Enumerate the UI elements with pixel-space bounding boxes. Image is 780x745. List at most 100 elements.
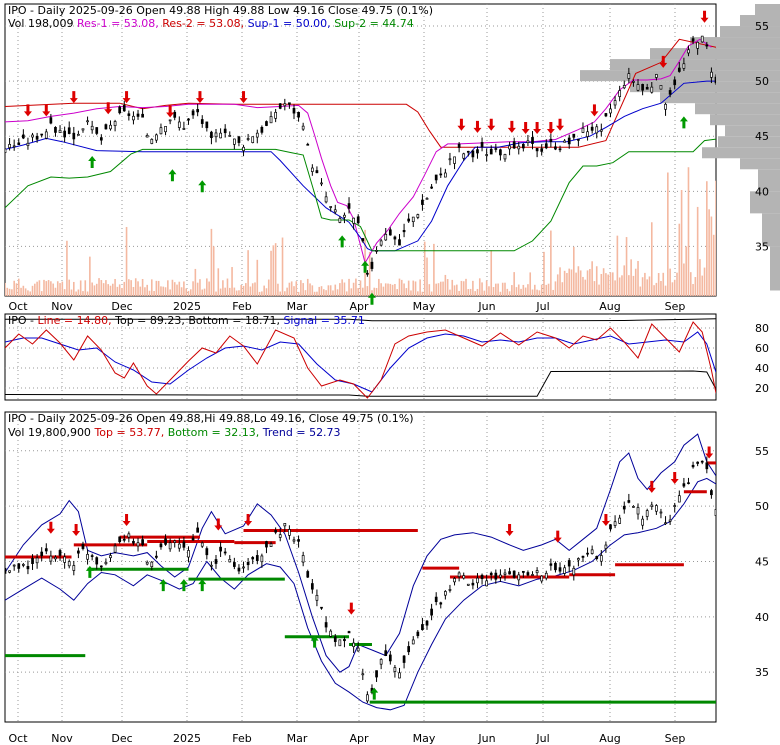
candle-body (21, 134, 25, 139)
candle-body (650, 504, 654, 507)
volume-bar (141, 278, 144, 296)
volume-bar (160, 286, 162, 296)
volume-bar (570, 269, 573, 296)
volume-bar (710, 216, 713, 296)
candle-body (99, 565, 103, 568)
candle-body (655, 505, 658, 512)
candle-body (622, 85, 626, 89)
volume-bar (529, 272, 532, 296)
profile-bar (690, 37, 780, 49)
buy-arrow (367, 292, 376, 305)
volume-bar (40, 291, 43, 296)
volume-bar (118, 284, 121, 296)
candle-body (508, 571, 511, 575)
volume-bar (435, 283, 437, 296)
volume-bar (27, 290, 29, 296)
signal-arrows (23, 10, 709, 305)
volume-bar (669, 268, 671, 296)
volume-bar (625, 237, 628, 296)
candle-body (338, 639, 342, 647)
candle-body (526, 572, 530, 576)
candle-body (480, 142, 484, 147)
candle-body (531, 137, 534, 144)
y-tick-label: 35 (755, 240, 769, 253)
candle-body (347, 631, 351, 634)
candle-body (141, 539, 144, 546)
volume-bar (423, 241, 426, 296)
volume-bar (410, 290, 412, 296)
candle-body (503, 154, 507, 160)
candle-body (416, 631, 420, 637)
profile-bar (758, 169, 780, 192)
volume-bar (634, 268, 637, 296)
candle-body (132, 115, 135, 121)
candle-body (283, 103, 287, 107)
legend-vol: Vol 198,009 (8, 17, 77, 30)
volume-bar (650, 222, 653, 296)
candle-body (90, 125, 94, 131)
candle-body (439, 173, 443, 176)
legend-vol: Vol 19,800,900 (8, 426, 94, 439)
volume-bar (391, 284, 394, 296)
volume-bar (630, 259, 632, 296)
candle-body (118, 536, 122, 543)
candle-body (8, 144, 11, 148)
volume-bar (398, 278, 401, 296)
volume-bar (286, 287, 288, 296)
buy-arrow (679, 116, 688, 129)
candle-body (81, 128, 85, 131)
volume-bar (169, 289, 171, 296)
volume-bar (290, 281, 293, 296)
candle-body (691, 38, 695, 42)
candle-body (288, 102, 291, 105)
volume-bar (683, 263, 685, 296)
x-tick-label: Dec (111, 300, 132, 313)
volume-bar (460, 280, 463, 296)
candle-body (705, 44, 709, 47)
volume-bar (341, 279, 343, 296)
candle-body (485, 580, 488, 587)
candle-body (668, 519, 672, 522)
profile-bar (650, 48, 780, 60)
legend-bottom: Bottom = 32.13, (168, 426, 263, 439)
volume-bar (694, 277, 697, 296)
legend-name: IPO - (8, 314, 38, 327)
volume-bar (247, 250, 249, 296)
candle-body (494, 148, 498, 150)
volume-bar (79, 280, 82, 296)
candle-body (274, 530, 277, 533)
candle-body (398, 672, 401, 679)
volume-bar (485, 280, 488, 296)
volume-bar (689, 272, 692, 296)
volume-bar (20, 287, 22, 296)
volume-bar (444, 274, 447, 296)
sell-arrow (473, 120, 482, 133)
candle-body (320, 182, 323, 185)
volume-bar (490, 250, 493, 296)
candle-body (411, 216, 415, 222)
volume-bar (100, 280, 103, 296)
volume-bar (194, 268, 197, 296)
sell-arrow (104, 102, 113, 115)
volume-bar (639, 286, 642, 296)
candle-body (434, 174, 438, 181)
profile-bar (702, 147, 780, 159)
candle-body (544, 143, 548, 149)
sell-arrow (239, 91, 248, 104)
candle-body (595, 126, 599, 134)
res1-line (5, 38, 712, 265)
candle-body (255, 132, 259, 138)
candle-body (710, 490, 713, 496)
volume-bar (568, 268, 571, 296)
candle-body (677, 495, 681, 503)
candle-body (164, 538, 167, 545)
trend-signal-arrows (46, 446, 714, 700)
volume-bar (238, 290, 240, 296)
x-tick-label: Feb (232, 732, 251, 745)
volume-bar (550, 230, 552, 296)
candle-body (480, 574, 484, 580)
buy-arrow (198, 579, 207, 592)
sell-arrow (69, 91, 78, 104)
volume-bar (173, 282, 176, 296)
y-tick-label: 35 (755, 666, 769, 679)
